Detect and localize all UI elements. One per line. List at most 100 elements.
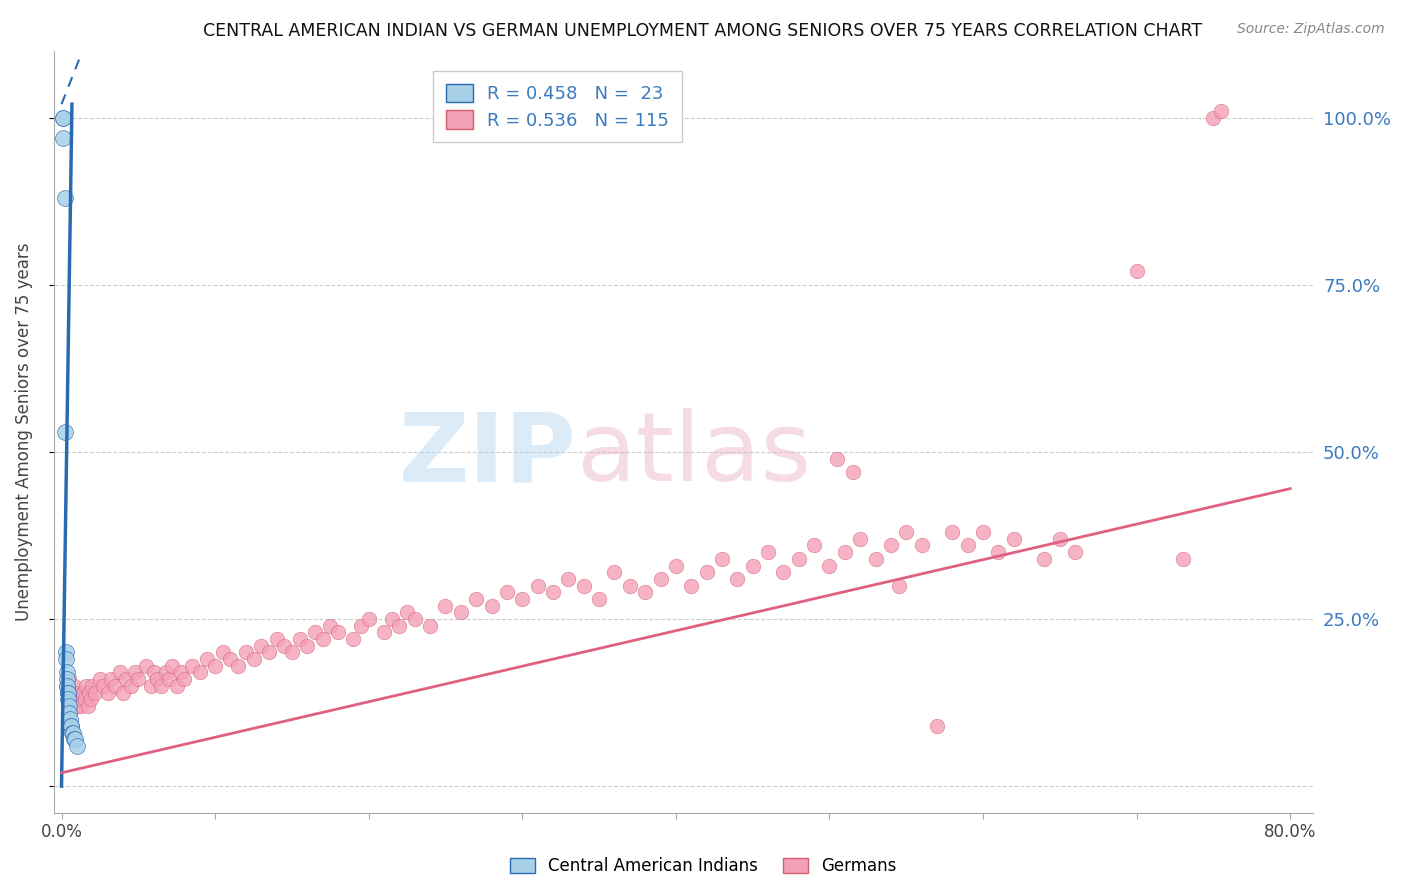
Point (887, 578, 910, 592)
Point (910, 538, 932, 552)
Point (66, 685, 89, 699)
Point (59, 685, 82, 699)
Point (62, 732, 84, 747)
Point (73, 692, 96, 706)
Point (304, 625, 326, 640)
Point (972, 525, 994, 540)
Point (60, 719, 83, 733)
Point (281, 645, 304, 659)
Point (53, 425, 76, 439)
Point (211, 645, 233, 659)
Point (66, 739, 89, 753)
Point (56, 672, 79, 686)
Point (55, 645, 77, 659)
Point (55, 652, 77, 666)
Point (588, 591, 610, 606)
Point (1002, 532, 1025, 546)
Point (297, 639, 319, 653)
Point (1049, 532, 1071, 546)
Point (56, 685, 79, 699)
Point (787, 551, 810, 566)
Point (526, 578, 548, 592)
Point (59, 719, 82, 733)
Point (772, 565, 794, 579)
Point (242, 652, 264, 666)
Point (80, 692, 103, 706)
Point (60, 692, 83, 706)
Point (756, 545, 779, 559)
Point (603, 565, 626, 579)
Point (188, 665, 211, 680)
Point (1211, 103, 1233, 118)
Point (58, 706, 80, 720)
Point (157, 672, 180, 686)
Point (104, 679, 127, 693)
Point (357, 612, 380, 626)
Legend: Central American Indians, Germans: Central American Indians, Germans (501, 849, 905, 884)
Point (58, 672, 80, 686)
Point (52, 111, 75, 125)
Point (173, 672, 195, 686)
Point (619, 578, 641, 592)
Point (510, 591, 533, 606)
Point (373, 625, 395, 640)
Point (1171, 551, 1194, 566)
Point (388, 618, 411, 632)
Point (226, 658, 249, 673)
Point (987, 545, 1010, 559)
Point (84, 685, 107, 699)
Point (319, 618, 342, 632)
Point (266, 632, 288, 646)
Point (311, 632, 333, 646)
Point (55, 665, 77, 680)
Point (941, 525, 963, 540)
Point (404, 612, 426, 626)
Point (350, 618, 373, 632)
Point (204, 658, 226, 673)
Point (150, 679, 173, 693)
Point (120, 679, 142, 693)
Point (681, 578, 703, 592)
Point (219, 652, 242, 666)
Point (197, 652, 219, 666)
Point (56, 679, 79, 693)
Point (825, 451, 848, 466)
Point (135, 658, 157, 673)
Legend: R = 0.458   N =  23, R = 0.536   N = 115: R = 0.458 N = 23, R = 0.536 N = 115 (433, 71, 682, 143)
Point (65, 692, 87, 706)
Point (634, 585, 657, 599)
Point (160, 658, 183, 673)
Point (665, 558, 688, 573)
Point (450, 605, 472, 619)
Point (72, 685, 94, 699)
Point (696, 565, 718, 579)
Point (1064, 545, 1087, 559)
Point (818, 558, 841, 573)
Point (111, 685, 134, 699)
Point (127, 672, 149, 686)
Point (465, 591, 488, 606)
Point (75, 679, 97, 693)
Point (60, 725, 83, 739)
Point (155, 665, 177, 680)
Point (396, 605, 419, 619)
Point (52, 111, 75, 125)
Point (496, 585, 519, 599)
Point (572, 578, 595, 592)
Point (97, 685, 120, 699)
Point (1033, 551, 1056, 566)
Point (59, 712, 82, 726)
Point (56, 685, 79, 699)
Text: ZIP: ZIP (399, 409, 576, 501)
Point (273, 639, 295, 653)
Point (481, 599, 503, 613)
Point (76, 698, 98, 713)
Point (956, 538, 979, 552)
Point (381, 612, 404, 626)
Point (865, 551, 887, 566)
Point (1125, 264, 1147, 278)
Point (710, 551, 733, 566)
Point (142, 665, 165, 680)
Point (434, 599, 457, 613)
Point (100, 672, 122, 686)
